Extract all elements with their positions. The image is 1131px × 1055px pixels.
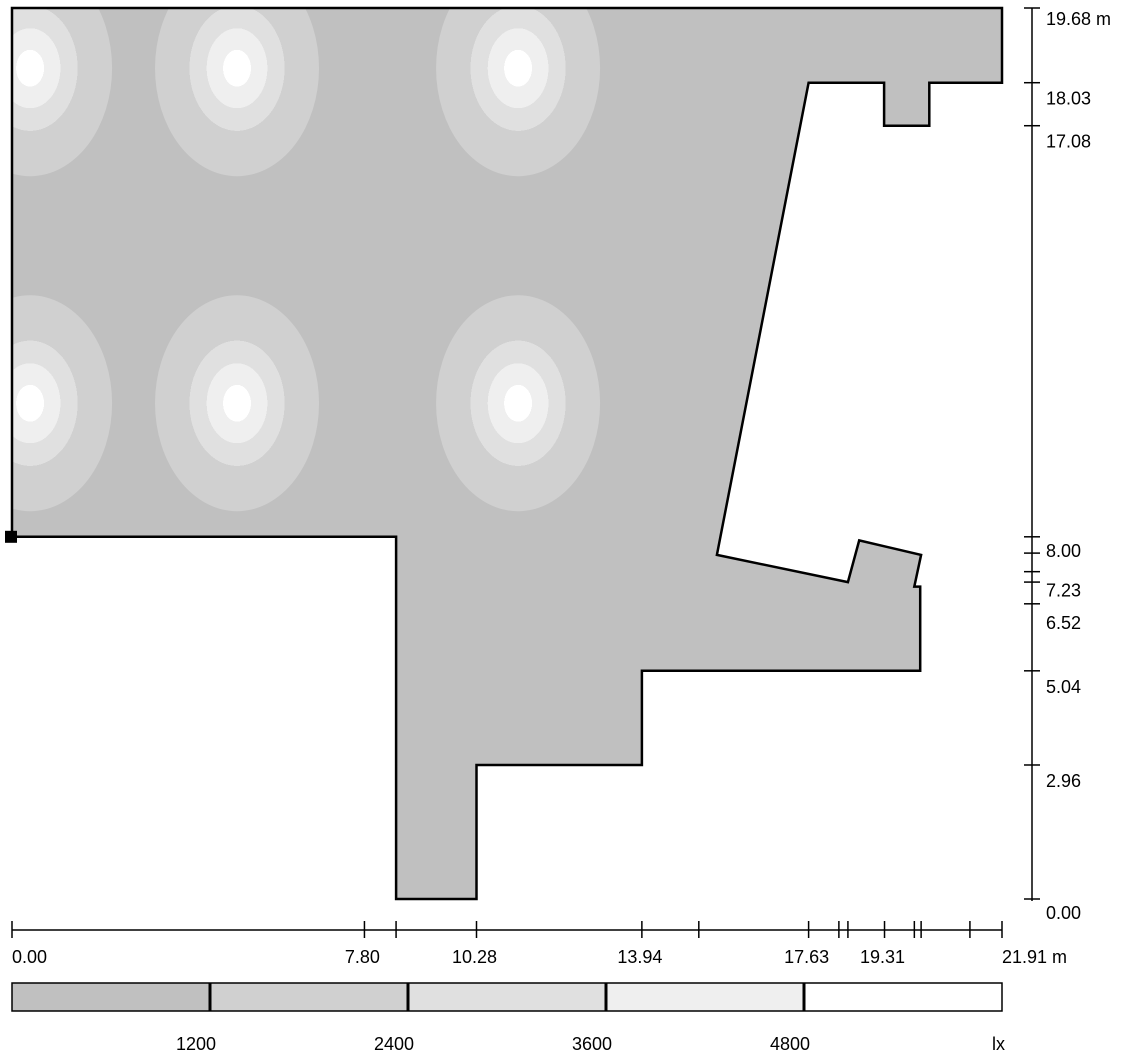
legend-swatch-5 xyxy=(804,983,1002,1011)
y-axis-end-label: 19.68 m xyxy=(1046,9,1111,29)
x-tick-label: 19.31 xyxy=(860,947,905,967)
isoline-peak-1 xyxy=(12,8,113,177)
x-tick-label: 17.63 xyxy=(784,947,829,967)
room-area xyxy=(5,6,1004,901)
y-tick-label: 2.96 xyxy=(1046,771,1081,791)
x-axis-end-label: 21.91 m xyxy=(1002,947,1067,967)
x-dimension-axis: 0.00 7.80 10.28 13.94 17.63 19.31 21.91 m xyxy=(11,921,1067,967)
legend-swatch-2 xyxy=(210,983,408,1011)
isoline-peak-3 xyxy=(436,8,601,177)
reference-point-marker xyxy=(5,530,17,543)
isoline-peak-2 xyxy=(155,8,320,177)
legend-swatch-1 xyxy=(12,983,210,1011)
legend-swatch-4 xyxy=(606,983,804,1011)
legend-threshold-label: 3600 xyxy=(572,1034,612,1054)
isoline-contours xyxy=(12,8,601,512)
y-tick-label: 18.03 xyxy=(1046,89,1091,109)
y-tick-label: 0.00 xyxy=(1046,903,1081,923)
isoline-peak-6 xyxy=(436,295,601,512)
y-tick-label: 8.00 xyxy=(1046,541,1081,561)
y-tick-label: 7.23 xyxy=(1046,581,1081,601)
legend-swatch-3 xyxy=(408,983,606,1011)
x-tick-label: 13.94 xyxy=(617,947,662,967)
isoline-peak-4 xyxy=(12,295,113,512)
y-tick-label: 5.04 xyxy=(1046,677,1081,697)
legend-threshold-label: 1200 xyxy=(176,1034,216,1054)
legend-unit-label: lx xyxy=(992,1034,1005,1054)
isoline-peak-5 xyxy=(155,295,320,512)
illuminance-legend: 1200 2400 3600 4800 lx xyxy=(11,982,1005,1054)
y-tick-label: 17.08 xyxy=(1046,132,1091,152)
x-tick-label: 7.80 xyxy=(345,947,380,967)
room-outline xyxy=(10,6,1004,901)
legend-frame xyxy=(11,982,1003,1012)
x-tick-label: 0.00 xyxy=(12,947,47,967)
y-dimension-axis: 18.03 17.08 8.00 7.23 6.52 5.04 2.96 0.00 19.68… xyxy=(1024,7,1111,923)
legend-threshold-label: 4800 xyxy=(770,1034,810,1054)
y-tick-label: 6.52 xyxy=(1046,613,1081,633)
legend-threshold-label: 2400 xyxy=(374,1034,414,1054)
x-tick-label: 10.28 xyxy=(452,947,497,967)
